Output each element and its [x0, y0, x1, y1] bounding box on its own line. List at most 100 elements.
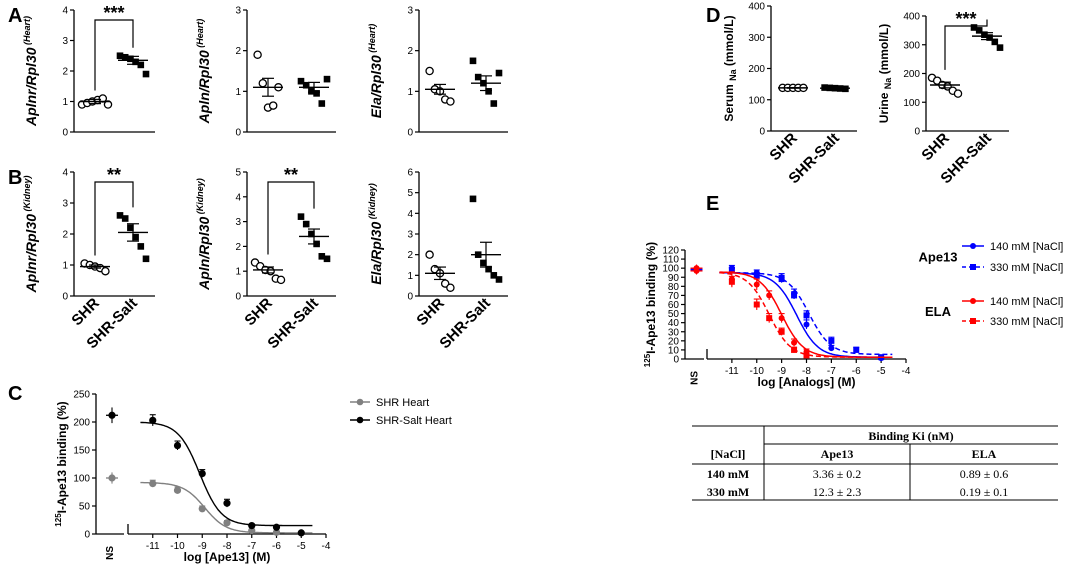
table-cell: 12.3 ± 2.3	[813, 485, 862, 499]
category-label: SHR	[68, 295, 103, 330]
data-point-SHR-Salt	[469, 57, 477, 65]
x-tick-label: -6	[852, 366, 861, 377]
y-tick-label: 200	[748, 64, 765, 75]
y-tick-label: 110	[663, 255, 679, 266]
legend-label: 140 mM [NaCl]	[990, 241, 1063, 253]
ns-point	[693, 267, 700, 274]
legend-group-label: Ape13	[918, 250, 957, 265]
category-label: SHR-Salt	[436, 295, 493, 352]
data-point-SHR-Salt	[323, 75, 331, 83]
data-point	[149, 480, 157, 488]
y-label-sup: (Heart)	[195, 19, 205, 51]
x-tick-label: -5	[877, 366, 886, 377]
data-point	[753, 281, 760, 288]
data-point-SHR-Salt	[137, 243, 145, 250]
y-axis-label: Aplnr/Rpl30 (Kidney)	[22, 175, 39, 293]
data-point	[223, 499, 231, 507]
data-point	[791, 346, 798, 353]
y-label-sup: (Kidney)	[195, 178, 205, 217]
data-point-SHR	[276, 275, 286, 285]
y-tick-label: 2	[235, 46, 241, 57]
data-point-SHR-Salt	[116, 212, 124, 219]
y-tick-label: 0	[673, 355, 679, 366]
y-tick-label: 1	[62, 261, 68, 272]
data-point	[248, 522, 256, 530]
table-cell: 0.89 ± 0.6	[960, 467, 1009, 481]
data-point-SHR	[268, 101, 278, 110]
y-axis-label: Ela/Rpl30 (Kidney)	[367, 183, 384, 285]
x-tick-label: -5	[297, 541, 306, 552]
data-point-SHR-Salt	[318, 253, 326, 260]
table-col-header: ELA	[972, 447, 997, 461]
legend-label: 140 mM [NaCl]	[990, 296, 1063, 308]
ns-point	[108, 474, 116, 482]
data-point-SHR-Salt	[469, 195, 477, 203]
data-point	[248, 527, 256, 535]
significance-stars: **	[284, 165, 298, 185]
panel-label-E: E	[706, 193, 719, 215]
data-point	[753, 301, 760, 308]
legend-marker	[970, 318, 976, 324]
y-label-main: Apln/Rpl30	[196, 216, 212, 290]
x-tick-label: -7	[247, 541, 256, 552]
y-tick-label: 0	[235, 292, 241, 303]
y-tick-label: 30	[668, 327, 680, 338]
y-label-main: Aplnr/Rpl30	[23, 47, 39, 127]
y-tick-label: 200	[73, 418, 90, 429]
x-tick-label: -7	[827, 366, 836, 377]
y-tick-label: 70	[668, 291, 680, 302]
y-tick-label: 2	[407, 250, 413, 261]
data-point-SHR-Salt	[323, 255, 331, 263]
data-point	[149, 416, 157, 424]
y-tick-label: 100	[662, 264, 679, 275]
y-tick-label: 4	[62, 6, 68, 17]
data-point-SHR-Salt	[991, 38, 999, 46]
y-tick-label: 3	[407, 6, 413, 17]
y-label-sub: Na	[728, 68, 738, 80]
y-axis-label: Ela/Rpl30 (Heart)	[367, 24, 384, 119]
dotplot-A1: 0 1 2 3 4 Aplnr/Rpl30 (Heart) ***	[22, 3, 155, 139]
legend-E: Ape13 ELA 140 mM [NaCl] 330 mM [NaCl] 140 mM…	[918, 241, 1063, 328]
x-tick-label: -10	[750, 366, 765, 377]
data-point-SHR-Salt	[121, 215, 129, 222]
y-tick-label: 400	[903, 12, 920, 23]
data-point	[803, 352, 810, 359]
data-point-SHR	[446, 283, 455, 292]
y-tick-label: 50	[79, 502, 91, 513]
y-tick-label: 400	[748, 2, 765, 13]
table-group-header: Binding Ki (nM)	[868, 429, 953, 443]
data-point-SHR	[425, 66, 434, 76]
data-point	[803, 321, 810, 328]
fit-curve-0	[140, 481, 313, 534]
legend-label: 330 mM [NaCl]	[990, 262, 1063, 274]
y-tick-label: 100	[748, 95, 765, 106]
data-point-SHR-Salt	[132, 58, 139, 66]
y-axis-label: 125I-Ape13 binding (%)	[643, 242, 658, 367]
data-point	[173, 441, 182, 450]
data-point-SHR-Salt	[495, 276, 503, 283]
category-label: SHR	[766, 130, 801, 165]
y-axis-label: Apln/Rpl30 (Heart)	[195, 19, 212, 125]
data-point-SHR-Salt	[142, 70, 150, 78]
data-point-SHR-Salt	[132, 233, 139, 241]
data-point	[791, 339, 798, 346]
panel-label-A: A	[8, 5, 22, 27]
category-label: SHR	[241, 295, 276, 330]
x-tick-label: -9	[777, 366, 786, 377]
y-tick-label: 1	[407, 87, 413, 98]
y-axis-label: Serum Na (mmol/L)	[722, 15, 738, 121]
y-tick-label: 100	[73, 474, 90, 485]
y-tick-label: 0	[62, 292, 68, 303]
y-tick-label: 300	[903, 40, 920, 51]
data-point	[173, 486, 182, 494]
category-label: SHR	[918, 130, 953, 165]
x-axis-label: log [Analogs] (M)	[758, 375, 856, 389]
data-point-SHR-Salt	[121, 53, 129, 61]
y-label-sub: Na	[883, 77, 893, 89]
data-point-SHR	[101, 266, 110, 276]
dotplot-A3: 0 1 2 3 Ela/Rpl30 (Heart)	[367, 6, 508, 139]
